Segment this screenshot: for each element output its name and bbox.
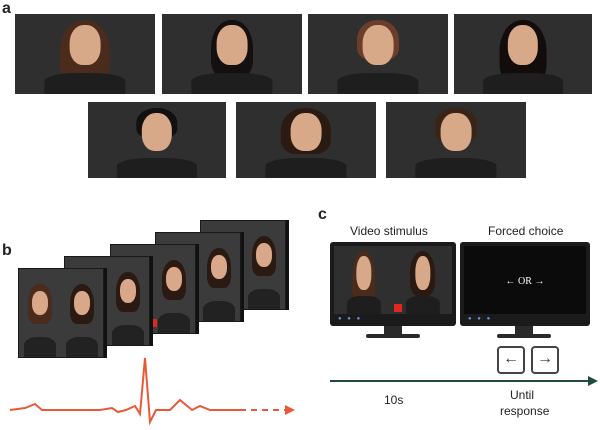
face-photo: [88, 102, 226, 178]
face-photo: [236, 102, 376, 178]
face-photo: [162, 14, 302, 94]
right-arrow-key: →: [531, 346, 559, 374]
until-label: Until: [510, 388, 535, 402]
panel-a-label: a: [2, 0, 11, 17]
red-marker: [394, 304, 402, 312]
panel-c-label: c: [318, 206, 327, 223]
stimulus-monitor: ● ● ●: [330, 242, 456, 326]
choice-monitor: ← OR → ● ● ●: [460, 242, 590, 326]
face-photo: [15, 14, 155, 94]
response-label: response: [500, 404, 550, 418]
monitor-indicator-dots: ● ● ●: [468, 316, 493, 322]
monitor-stand: [515, 326, 533, 336]
face-photo: [386, 102, 526, 178]
timeline-axis: [330, 376, 598, 386]
monitor-base: [497, 334, 551, 338]
ecg-arrowhead: [285, 405, 295, 415]
face-photo: [334, 246, 393, 314]
left-arrow-key: ←: [497, 346, 525, 374]
face-photo: [393, 246, 452, 314]
monitor-stand: [384, 326, 402, 336]
video-frame: [18, 268, 104, 358]
timeline-arrowhead: [588, 376, 598, 386]
forced-choice-title: Forced choice: [488, 224, 564, 238]
ecg-line: [9, 357, 240, 426]
panel-b-label: b: [2, 242, 12, 259]
choice-prompt: ← OR →: [505, 276, 545, 287]
monitor-indicator-dots: ● ● ●: [338, 316, 363, 322]
face-photo: [308, 14, 448, 94]
red-marker: [151, 319, 157, 327]
monitor-base: [366, 334, 420, 338]
duration-label: 10s: [384, 393, 404, 407]
video-stimulus-title: Video stimulus: [350, 224, 428, 238]
face-photo: [454, 14, 592, 94]
ecg-trace: [9, 357, 295, 426]
